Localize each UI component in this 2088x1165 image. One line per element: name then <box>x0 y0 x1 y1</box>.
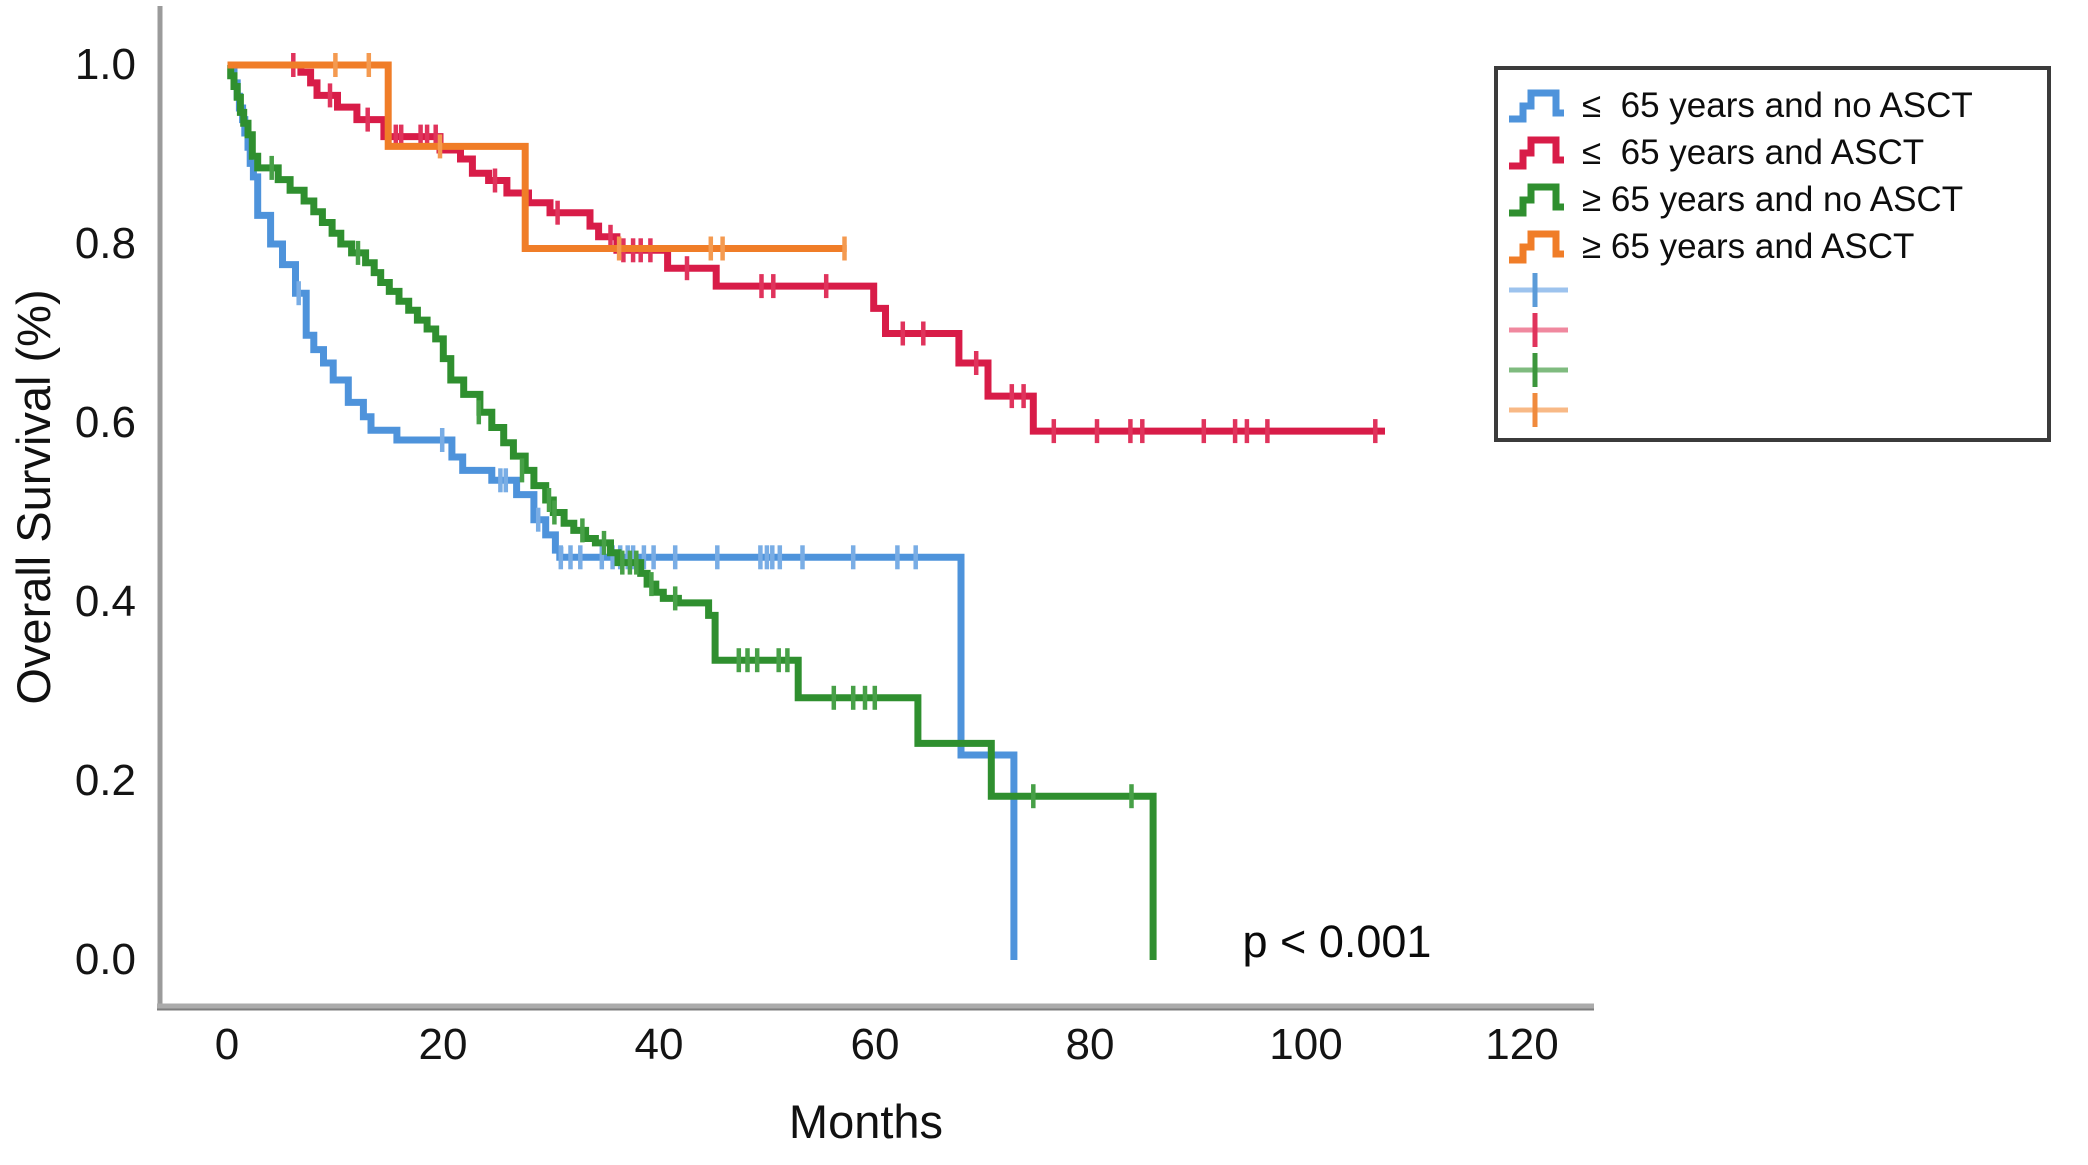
legend-label: ≥ 65 years and no ASCT <box>1582 179 1964 219</box>
x-tick-label: 100 <box>1269 1020 1343 1069</box>
x-axis-title: Months <box>788 1095 944 1148</box>
censor-mark-icon <box>1509 393 1568 427</box>
legend-label: ≤ 65 years and ASCT <box>1582 132 1925 172</box>
legend-row: ≥ 65 years and no ASCT <box>1498 176 2047 223</box>
y-tick-label: 0.4 <box>74 577 136 626</box>
y-tick-label: 1.0 <box>74 40 136 89</box>
censor-ticks-le65_asct <box>291 53 1378 444</box>
legend-censor-row <box>1498 310 2047 350</box>
legend-row: ≤ 65 years and ASCT <box>1498 129 2047 176</box>
series-line-le65_no_asct <box>227 61 1018 960</box>
x-tick-label: 40 <box>634 1020 684 1069</box>
step-curve-icon <box>1509 136 1564 169</box>
legend-censor-row <box>1498 270 2047 310</box>
series-line-ge65_asct <box>227 61 847 252</box>
x-tick-label: 80 <box>1065 1020 1115 1069</box>
censor-ticks-ge65_no_asct <box>269 155 1134 809</box>
censor-ticks-ge65_asct <box>333 53 847 261</box>
step-curve-icon <box>1509 89 1564 122</box>
x-tick-label: 20 <box>418 1020 468 1069</box>
legend-label: ≤ 65 years and no ASCT <box>1582 85 1973 125</box>
legend-row: ≥ 65 years and ASCT <box>1498 223 2047 270</box>
censor-mark-icon <box>1509 313 1568 347</box>
legend-censor-row <box>1498 390 2047 430</box>
y-tick-label: 0.6 <box>74 398 136 447</box>
y-tick-label: 0.2 <box>74 756 136 805</box>
censor-mark-icon <box>1509 273 1568 307</box>
y-tick-label: 0.0 <box>74 935 136 984</box>
x-tick-label: 60 <box>850 1020 900 1069</box>
legend-row: ≤ 65 years and no ASCT <box>1498 82 2047 129</box>
x-tick-label: 0 <box>214 1020 240 1069</box>
censor-ticks-le65_no_asct <box>296 281 918 570</box>
legend-censor-row <box>1498 350 2047 390</box>
step-curve-icon <box>1509 230 1564 263</box>
censor-mark-icon <box>1509 353 1568 387</box>
p-value-annotation: p < 0.001 <box>1242 916 1432 967</box>
legend-box: ≤ 65 years and no ASCT ≤ 65 years and AS… <box>1494 66 2051 442</box>
x-tick-label: 120 <box>1485 1020 1559 1069</box>
legend-label: ≥ 65 years and ASCT <box>1582 226 1915 266</box>
y-tick-label: 0.8 <box>74 219 136 268</box>
step-curve-icon <box>1509 183 1564 216</box>
